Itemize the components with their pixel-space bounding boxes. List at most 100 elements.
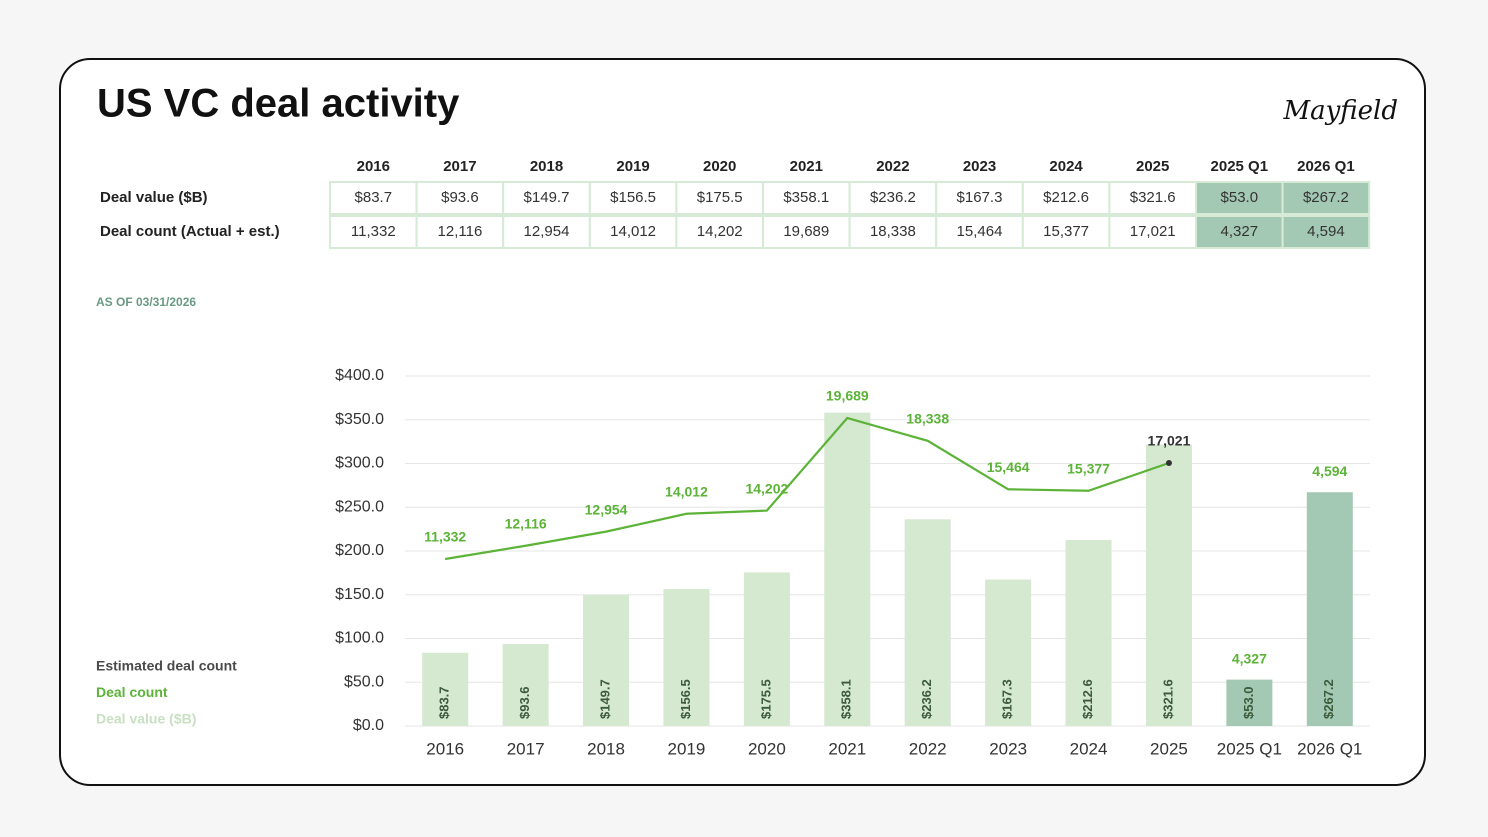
x-tick-label: 2021 <box>828 739 866 758</box>
cell-value: 15,377 <box>1043 223 1089 240</box>
estimated-count-label: 4,594 <box>1312 463 1347 479</box>
cell-value: 4,327 <box>1221 223 1259 240</box>
table-header: 2017 <box>443 158 476 175</box>
table-cell <box>502 181 591 215</box>
x-tick-label: 2019 <box>668 739 706 758</box>
bar-value-label: $149.7 <box>597 679 612 719</box>
cell-value: 18,338 <box>870 223 916 240</box>
bar-value-label: $236.2 <box>919 679 934 719</box>
legend-entry: Deal count <box>96 684 168 700</box>
y-tick-label: $250.0 <box>335 498 384 515</box>
table-cell <box>329 181 418 215</box>
cell-value: $149.7 <box>524 189 570 206</box>
y-tick-label: $50.0 <box>344 673 384 690</box>
line-value-label: 14,202 <box>745 480 788 496</box>
cell-value: $83.7 <box>355 189 393 206</box>
line-value-label: 14,012 <box>665 483 708 499</box>
y-tick-label: $400.0 <box>335 367 384 384</box>
table-cell <box>1281 181 1371 215</box>
line-value-label: 19,689 <box>826 388 869 404</box>
row-label: Deal value ($B) <box>100 189 208 206</box>
x-tick-label: 2018 <box>587 739 625 758</box>
table-header: 2019 <box>616 158 649 175</box>
x-tick-label: 2025 <box>1150 739 1188 758</box>
table-cell <box>1108 181 1198 215</box>
y-tick-label: $100.0 <box>335 630 384 647</box>
bar <box>904 519 951 726</box>
table-header: 2024 <box>1049 158 1083 175</box>
x-tick-label: 2023 <box>989 739 1027 758</box>
bar <box>502 644 549 726</box>
row-label: Deal count (Actual + est.) <box>100 223 280 240</box>
bar-value-label: $175.5 <box>758 679 773 719</box>
bar <box>663 589 710 726</box>
x-tick-label: 2026 Q1 <box>1297 739 1362 758</box>
bar <box>1145 444 1192 726</box>
cell-value: 17,021 <box>1130 223 1176 240</box>
bar <box>985 579 1032 726</box>
table-cell <box>762 181 851 215</box>
cell-value: $156.5 <box>610 189 656 206</box>
line-value-label: 11,332 <box>424 529 466 545</box>
cell-value: $321.6 <box>1130 189 1176 206</box>
table-cell <box>502 215 591 249</box>
table-cell <box>1281 215 1371 249</box>
cell-value: 11,332 <box>351 223 396 240</box>
x-tick-label: 2022 <box>909 739 947 758</box>
as-of-note: AS OF 03/31/2026 <box>96 295 196 309</box>
table-header: 2020 <box>703 158 736 175</box>
cell-value: $358.1 <box>783 189 829 206</box>
line-value-label: 15,377 <box>1067 460 1110 476</box>
x-tick-label: 2025 Q1 <box>1217 739 1282 758</box>
table-cell <box>848 215 938 249</box>
bar-value-label: $358.1 <box>839 679 854 719</box>
table-header: 2026 Q1 <box>1297 158 1355 175</box>
bar-value-label: $212.6 <box>1080 679 1095 719</box>
y-tick-label: $150.0 <box>335 586 384 603</box>
x-tick-label: 2017 <box>507 739 545 758</box>
table-cell <box>588 215 678 249</box>
line-value-label: 15,464 <box>987 459 1030 475</box>
table-header: 2025 Q1 <box>1211 158 1269 175</box>
table-header: 2018 <box>530 158 563 175</box>
table-header: 2022 <box>876 158 909 175</box>
table-cell <box>415 181 505 215</box>
table-cell <box>588 181 678 215</box>
bar-value-label: $156.5 <box>678 679 693 719</box>
cell-value: $236.2 <box>870 189 916 206</box>
cell-value: $53.0 <box>1221 189 1259 206</box>
x-tick-label: 2020 <box>748 739 786 758</box>
cell-value: 4,594 <box>1307 223 1345 240</box>
cell-value: $212.6 <box>1043 189 1089 206</box>
line-value-label: 17,021 <box>1148 433 1191 449</box>
cell-value: 15,464 <box>957 223 1003 240</box>
estimated-count-label: 4,327 <box>1232 650 1267 666</box>
cell-value: $267.2 <box>1303 189 1349 206</box>
bar-value-label: $53.0 <box>1241 686 1256 719</box>
bar <box>1226 679 1273 726</box>
line-value-label: 18,338 <box>906 411 949 427</box>
x-tick-label: 2016 <box>426 739 464 758</box>
line-end-dot <box>1165 460 1172 467</box>
table-cell <box>329 215 418 249</box>
table-header: 2023 <box>963 158 996 175</box>
x-tick-label: 2024 <box>1070 739 1108 758</box>
cell-value: $167.3 <box>957 189 1003 206</box>
bar-value-label: $93.6 <box>517 686 532 719</box>
bar <box>1065 539 1112 726</box>
legend-entry: Deal value ($B) <box>96 711 196 727</box>
table-header: 2021 <box>790 158 823 175</box>
y-tick-label: $300.0 <box>335 455 384 472</box>
cell-value: 12,954 <box>524 223 570 240</box>
table-cell <box>1108 215 1198 249</box>
bar <box>743 572 790 726</box>
y-tick-label: $200.0 <box>335 542 384 559</box>
table-cell <box>935 181 1024 215</box>
cell-value: 12,116 <box>438 223 483 240</box>
table-cell <box>1195 215 1284 249</box>
table-cell <box>675 181 765 215</box>
deal-count-line <box>445 416 1170 561</box>
bar <box>824 412 871 726</box>
